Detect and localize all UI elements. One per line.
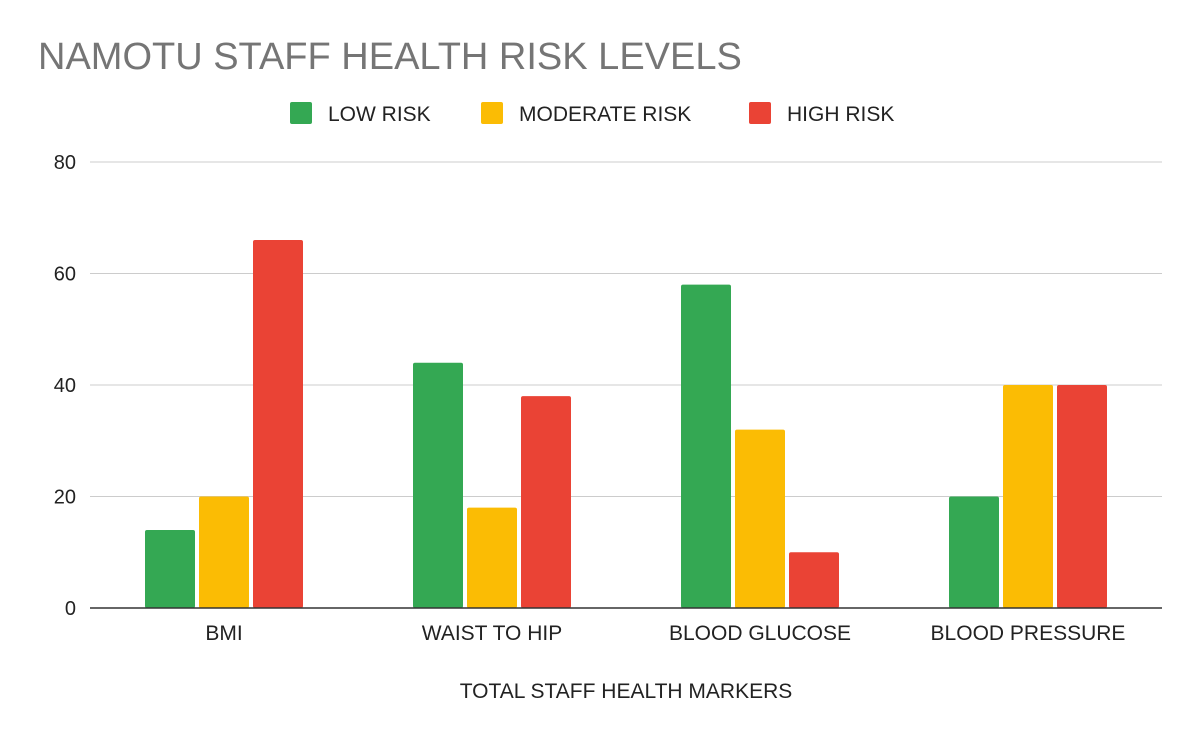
bar-high-risk	[1057, 385, 1107, 608]
bar-high-risk	[789, 552, 839, 608]
y-tick-label: 40	[54, 375, 76, 397]
legend-label: HIGH RISK	[787, 103, 894, 126]
bar-high-risk	[521, 396, 571, 608]
bar-low-risk	[949, 496, 999, 608]
bar-high-risk	[253, 240, 303, 609]
x-tick-label: BMI	[205, 622, 242, 645]
chart-title: NAMOTU STAFF HEALTH RISK LEVELS	[38, 36, 742, 78]
x-axis-ticks: BMI WAIST TO HIP BLOOD GLUCOSE BLOOD PRESSU…	[205, 622, 1125, 645]
y-axis-ticks: 0 20 40 60 80	[54, 152, 76, 620]
bar-moderate-risk	[467, 507, 517, 608]
legend-label: MODERATE RISK	[519, 103, 691, 126]
bar-moderate-risk	[199, 496, 249, 608]
y-tick-label: 60	[54, 264, 76, 286]
legend-swatch	[481, 102, 503, 124]
y-tick-label: 20	[54, 487, 76, 509]
bar-low-risk	[681, 284, 731, 608]
legend-swatch	[749, 102, 771, 124]
bar-moderate-risk	[735, 429, 785, 608]
x-tick-label: BLOOD PRESSURE	[931, 622, 1126, 645]
bar-low-risk	[145, 529, 195, 608]
x-tick-label: WAIST TO HIP	[422, 622, 562, 645]
y-tick-label: 0	[65, 598, 76, 620]
bar-moderate-risk	[1003, 385, 1053, 608]
y-tick-label: 80	[54, 152, 76, 174]
legend-swatch	[290, 102, 312, 124]
bars	[145, 240, 1107, 609]
legend: LOW RISK MODERATE RISK HIGH RISK	[290, 102, 894, 126]
bar-low-risk	[413, 362, 463, 608]
x-axis-label: TOTAL STAFF HEALTH MARKERS	[460, 680, 793, 703]
legend-label: LOW RISK	[328, 103, 431, 126]
x-tick-label: BLOOD GLUCOSE	[669, 622, 851, 645]
gridlines	[90, 161, 1162, 497]
